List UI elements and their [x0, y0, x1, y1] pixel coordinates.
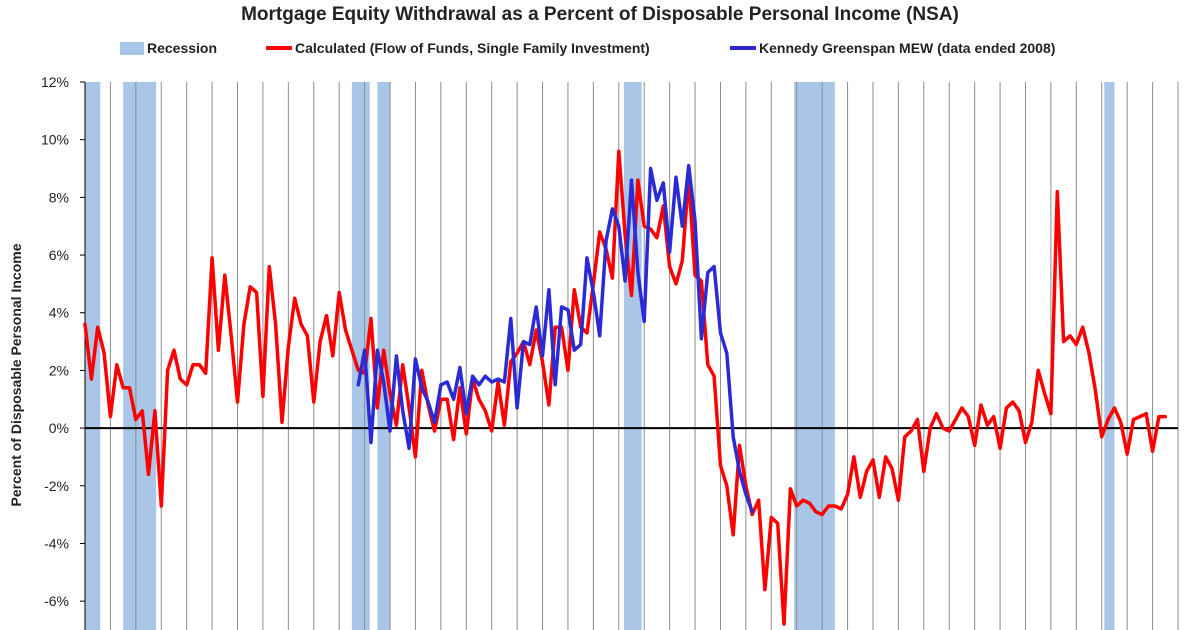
series-line-calculated	[83, 149, 1168, 626]
recession-band-5	[794, 82, 835, 630]
recession-band-2	[351, 82, 370, 630]
y-tick-label: 4%	[49, 305, 69, 321]
y-tick-label: 6%	[49, 247, 69, 263]
y-tick-label: -4%	[44, 535, 69, 551]
legend-item-kennedy: Kennedy Greenspan MEW (data ended 2008)	[730, 40, 1055, 56]
legend-swatch-kennedy	[730, 46, 756, 50]
y-tick-label: 0%	[49, 420, 69, 436]
y-tick-label: 10%	[41, 132, 69, 148]
legend-item-calculated: Calculated (Flow of Funds, Single Family…	[266, 40, 650, 56]
series-line-kennedy	[356, 163, 754, 514]
y-tick-label: -6%	[44, 593, 69, 609]
chart-title: Mortgage Equity Withdrawal as a Percent …	[241, 4, 959, 25]
legend-item-recession: Recession	[120, 40, 217, 56]
y-tick-label: -2%	[44, 478, 69, 494]
y-tick-label: 8%	[49, 189, 69, 205]
legend: Recession Calculated (Flow of Funds, Sin…	[0, 40, 1200, 62]
recession-band-1	[123, 82, 157, 630]
y-tick-label: 12%	[41, 74, 69, 90]
y-tick-label: 2%	[49, 362, 69, 378]
legend-swatch-recession	[120, 41, 144, 55]
legend-label-recession: Recession	[147, 40, 218, 56]
legend-label-kennedy: Kennedy Greenspan MEW (data ended 2008)	[759, 40, 1056, 56]
legend-swatch-calculated	[266, 46, 292, 50]
legend-label-calculated: Calculated (Flow of Funds, Single Family…	[295, 40, 650, 56]
recession-band-6	[1104, 82, 1115, 630]
recession-band-4	[623, 82, 642, 630]
